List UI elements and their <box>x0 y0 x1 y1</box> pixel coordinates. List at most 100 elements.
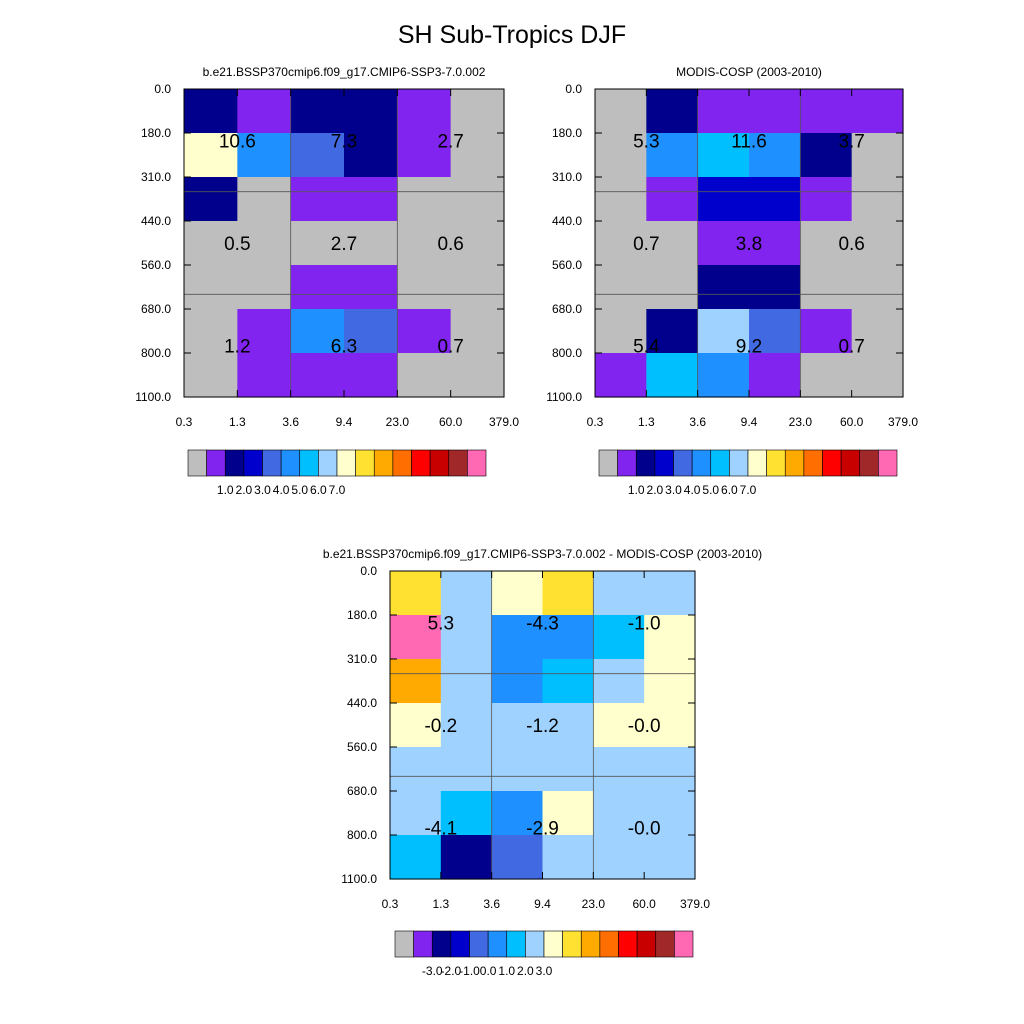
heatmap-cell <box>697 177 750 222</box>
colorbar-label: 0.0 <box>480 964 497 978</box>
colorbar-swatch <box>243 449 263 477</box>
heatmap-cell <box>542 791 594 836</box>
heatmap-cell <box>440 703 493 748</box>
colorbar-swatch <box>299 449 319 477</box>
colorbar: -3.0-2.0-1.0 0.0 1.0 2.0 3.0 <box>394 930 694 978</box>
heatmap-cell <box>851 309 904 354</box>
heatmap-cell <box>697 221 750 266</box>
x-tick-label: 379.0 <box>489 415 519 429</box>
colorbar-swatch <box>467 449 487 477</box>
x-tick-label: 60.0 <box>632 897 656 911</box>
colorbar-swatch <box>525 930 545 958</box>
y-tick-label: 0.0 <box>154 82 171 96</box>
colorbar-swatch <box>187 449 207 477</box>
x-tick-label: 0.3 <box>587 415 604 429</box>
heatmap-cell <box>450 353 505 398</box>
heatmap-cell <box>595 309 647 354</box>
heatmap-cell <box>491 791 544 836</box>
colorbar-swatch <box>784 449 805 477</box>
heatmap-cell <box>646 353 699 398</box>
colorbar-swatch <box>878 449 898 477</box>
heatmap-cell <box>344 133 398 178</box>
heatmap-cell <box>450 309 505 354</box>
heatmap-panel-3: b.e21.BSSP370cmip6.f09_g17.CMIP6-SSP3-7.… <box>323 547 762 978</box>
heatmap-cell <box>491 659 544 704</box>
y-tick-label: 1100.0 <box>135 390 171 404</box>
y-tick-label: 180.0 <box>347 608 377 622</box>
heatmap-cell <box>542 571 594 616</box>
heatmap-cell <box>697 353 750 398</box>
cell-value-label: -1.2 <box>526 716 559 737</box>
heatmap-cell <box>800 221 853 266</box>
cell-value-label: 7.3 <box>331 131 357 152</box>
colorbar-label: 3.0 <box>536 964 553 978</box>
heatmap-cell <box>595 177 647 222</box>
cell-value-label: 0.7 <box>437 337 463 358</box>
heatmap-cell <box>397 89 452 134</box>
heatmap-cell <box>749 133 801 178</box>
heatmap-cell <box>440 747 493 792</box>
heatmap-cell <box>800 177 853 222</box>
heatmap-cell <box>440 659 493 704</box>
heatmap-cell <box>440 571 493 616</box>
x-tick-label: 23.0 <box>789 415 813 429</box>
cell-value-label: -2.9 <box>526 819 559 840</box>
heatmap-cell <box>440 835 493 880</box>
y-tick-label: 800.0 <box>347 828 377 842</box>
y-tick-label: 0.0 <box>360 564 377 578</box>
x-tick-label: 1.3 <box>638 415 655 429</box>
x-tick-label: 9.4 <box>336 415 353 429</box>
y-tick-label: 680.0 <box>347 784 377 798</box>
heatmap-cell <box>697 133 750 178</box>
heatmap-cell <box>542 703 594 748</box>
heatmap-cell <box>749 265 801 310</box>
colorbar-swatch <box>262 449 282 477</box>
colorbar-label: 5.0 <box>702 483 719 497</box>
cell-value-label: 3.7 <box>838 131 864 152</box>
colorbar-swatch <box>373 449 394 477</box>
colorbar-label: 1.0 <box>217 483 234 497</box>
x-tick-label: 60.0 <box>840 415 864 429</box>
cell-value-label: 3.8 <box>736 234 762 255</box>
colorbar-swatch <box>394 930 414 958</box>
x-tick-label: 1.3 <box>432 897 449 911</box>
x-tick-label: 1.3 <box>229 415 246 429</box>
x-tick-label: 60.0 <box>439 415 463 429</box>
heatmap-cell <box>450 177 505 222</box>
heatmap-cell <box>593 747 645 792</box>
colorbar-swatch <box>636 930 657 958</box>
colorbar-swatch <box>336 449 356 477</box>
heatmap-cell <box>390 659 442 704</box>
heatmap-cell <box>397 265 452 310</box>
heatmap-cell <box>491 747 544 792</box>
heatmap-cell <box>450 221 505 266</box>
y-tick-label: 310.0 <box>552 170 582 184</box>
heatmap-cell <box>593 791 645 836</box>
x-tick-label: 379.0 <box>680 897 710 911</box>
heatmap-cell <box>237 221 292 266</box>
heatmap-cell <box>644 747 696 792</box>
heatmap-cell <box>595 265 647 310</box>
heatmap-cell <box>344 265 398 310</box>
colorbar-label: 3.0 <box>665 483 682 497</box>
heatmap-cell <box>851 177 904 222</box>
heatmap-cell <box>390 703 442 748</box>
y-tick-label: 440.0 <box>141 214 171 228</box>
colorbar-swatch <box>803 449 823 477</box>
cell-value-label: -4.3 <box>526 613 559 634</box>
colorbar-swatch <box>487 930 508 958</box>
heatmap-cell <box>450 89 505 134</box>
colorbar-swatch <box>859 449 879 477</box>
heatmap-cell <box>491 571 544 616</box>
heatmap-cell <box>593 659 645 704</box>
cell-value-label: 2.7 <box>331 234 357 255</box>
y-tick-label: 310.0 <box>141 170 171 184</box>
colorbar-swatch <box>429 449 450 477</box>
colorbar-swatch <box>655 930 675 958</box>
colorbar-label: 3.0 <box>254 483 271 497</box>
cell-value-label: 0.5 <box>224 234 250 255</box>
colorbar-swatch <box>280 449 301 477</box>
y-tick-label: 800.0 <box>141 346 171 360</box>
heatmap-cell <box>397 353 452 398</box>
heatmap-cell <box>491 615 544 660</box>
